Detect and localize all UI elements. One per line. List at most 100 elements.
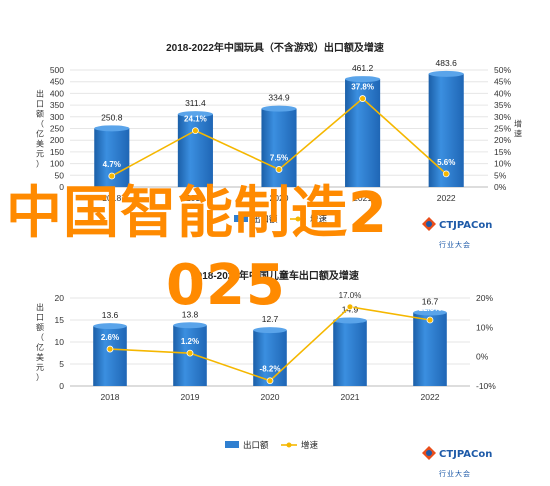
chart2-legend-bar-swatch (225, 441, 239, 448)
chart1-ytick-right: 0% (494, 182, 507, 192)
chart1-ytick-right: 35% (494, 100, 511, 110)
chart2-growth-label: 2.6% (101, 333, 119, 342)
chart1-xtick: 2021 (353, 193, 372, 203)
chart1-ytick-left: 250 (50, 124, 64, 134)
brand-logo-bottom: CTJPACon 行业大会 (422, 442, 492, 480)
chart1-growth-point (442, 170, 450, 178)
chart2-ytick-left: 10 (55, 337, 65, 347)
chart2-ytick-right: 20% (476, 293, 493, 303)
chart2-bar-value-label: 13.8 (182, 309, 199, 319)
chart1-legend-bar-label: 出口额 (252, 214, 278, 225)
chart2-xtick: 2020 (261, 392, 280, 402)
brand-logo-top: CTJPACon 行业大会 (422, 213, 492, 251)
brand-subtitle: 行业大会 (439, 241, 471, 249)
chart2-bar (333, 320, 367, 386)
chart1-ylabel-left-char: 元 (36, 150, 44, 159)
chart1-growth-point (275, 166, 283, 173)
chart1-legend-line-label: 增速 (310, 214, 328, 225)
brand-name: CTJPACon (439, 449, 493, 460)
chart1-ylabel-left-char: 口 (36, 100, 44, 109)
chart2-ytick-left: 15 (55, 315, 65, 325)
chart2-bar-cap (333, 317, 367, 324)
overlay-headline-line1: 中国智能制造2 (6, 181, 388, 246)
chart1-bar-value-label: 483.6 (436, 58, 458, 68)
chart1-ytick-left: 50 (55, 170, 65, 180)
chart2-legend-line-label: 增速 (301, 440, 319, 451)
chart2-growth-point (346, 303, 354, 311)
brand-mark-icon (422, 216, 436, 231)
chart2-growth-point (186, 349, 194, 357)
chart1-ylabel-right-char: 速 (514, 130, 522, 139)
chart2-bar-value-label: 16.7 (422, 297, 439, 307)
chart1-ytick-left: 200 (50, 135, 64, 145)
chart1-growth-label: 24.1% (184, 115, 207, 124)
chart2-ylabel-left-char: 额 (36, 322, 44, 332)
chart2-legend-bar-label: 出口额 (243, 440, 269, 451)
chart2-growth-point (106, 345, 114, 353)
chart1-ylabel-left-char: （ (36, 120, 44, 129)
chart1-ylabel-left-char: 亿 (36, 129, 44, 139)
chart1-ylabel-left-char: 美 (36, 139, 44, 149)
chart1-growth-label: 4.7% (103, 160, 121, 169)
chart1-ylabel-left-char: 出 (36, 89, 44, 99)
chart2-ytick-left: 5 (59, 359, 64, 369)
chart1-ytick-right: 15% (494, 147, 511, 157)
chart1-legend-line-marker (295, 216, 301, 222)
chart1-ytick-right: 50% (494, 65, 511, 75)
chart2-ylabel-left-char: 元 (36, 363, 44, 372)
chart1-ylabel-left-char: 额 (36, 109, 44, 119)
chart2-bar-cap (253, 327, 287, 334)
chart2-ytick-right: 10% (476, 322, 493, 332)
chart1-ytick-left: 300 (50, 112, 64, 122)
chart1-ytick-right: 25% (494, 124, 511, 134)
chart1-bar-value-label: 334.9 (268, 93, 290, 103)
chart1-growth-label: 37.8% (351, 83, 374, 92)
chart1-ytick-left: 400 (50, 88, 64, 98)
chart2-title: 2018-2022年中国儿童车出口额及增速 (191, 271, 359, 282)
chart2-growth-label: 17.0% (339, 291, 362, 300)
chart1-title: 2018-2022年中国玩具（不含游戏）出口额及增速 (166, 43, 384, 54)
chart1-ylabel-right-char: 增 (514, 119, 522, 129)
chart2-xtick: 2018 (101, 392, 120, 402)
chart1-growth-point (191, 127, 199, 135)
chart1-bar-cap (345, 76, 381, 83)
chart1-ytick-right: 5% (494, 170, 507, 180)
chart2-bar-cap (413, 309, 447, 316)
chart2-growth-label: -8.2% (260, 365, 281, 374)
chart2-bar-value-label: 13.6 (102, 310, 119, 320)
chart2-growth-label: 1.2% (181, 337, 199, 346)
chart2-ytick-right: -10% (476, 381, 496, 391)
chart2-growth-point (426, 316, 434, 324)
chart2-bar (93, 326, 127, 386)
chart2-xtick: 2019 (181, 392, 200, 402)
chart1-growth-label: 5.6% (437, 158, 455, 167)
chart2-bar-cap (173, 322, 207, 329)
chart1-ytick-left: 500 (50, 65, 64, 75)
brand-subtitle: 行业大会 (439, 470, 471, 478)
chart1-bar (428, 73, 464, 187)
chart2-ytick-left: 0 (59, 381, 64, 391)
chart2-legend-line-marker (286, 442, 292, 448)
chart1-ytick-left: 350 (50, 100, 64, 110)
chart2-ylabel-left-char: （ (36, 333, 44, 342)
chart1-xtick: 2022 (437, 193, 456, 203)
chart2-ylabel-left-char: ） (36, 373, 44, 382)
chart1-bar (261, 108, 297, 187)
brand-name: CTJPACon (439, 220, 493, 231)
chart1-xtick: 2019 (186, 193, 205, 203)
chart2-growth-label: 12.5% (419, 304, 442, 313)
chart1-ytick-right: 10% (494, 159, 511, 169)
chart2-xtick: 2022 (421, 392, 440, 402)
chart2-bar-value-label: 12.7 (262, 314, 279, 324)
chart2-bar-cap (93, 323, 127, 330)
chart2-xtick: 2021 (341, 392, 360, 402)
chart1-legend-bar-swatch (234, 215, 248, 222)
chart1-xtick: 2020 (270, 193, 289, 203)
chart1-ytick-left: 100 (50, 159, 64, 169)
chart1-bar-value-label: 461.2 (352, 63, 374, 73)
chart1-ytick-right: 20% (494, 135, 511, 145)
chart1-xtick: 2018 (102, 193, 121, 203)
chart1-ytick-right: 45% (494, 77, 511, 87)
chart1-bar (177, 114, 213, 187)
